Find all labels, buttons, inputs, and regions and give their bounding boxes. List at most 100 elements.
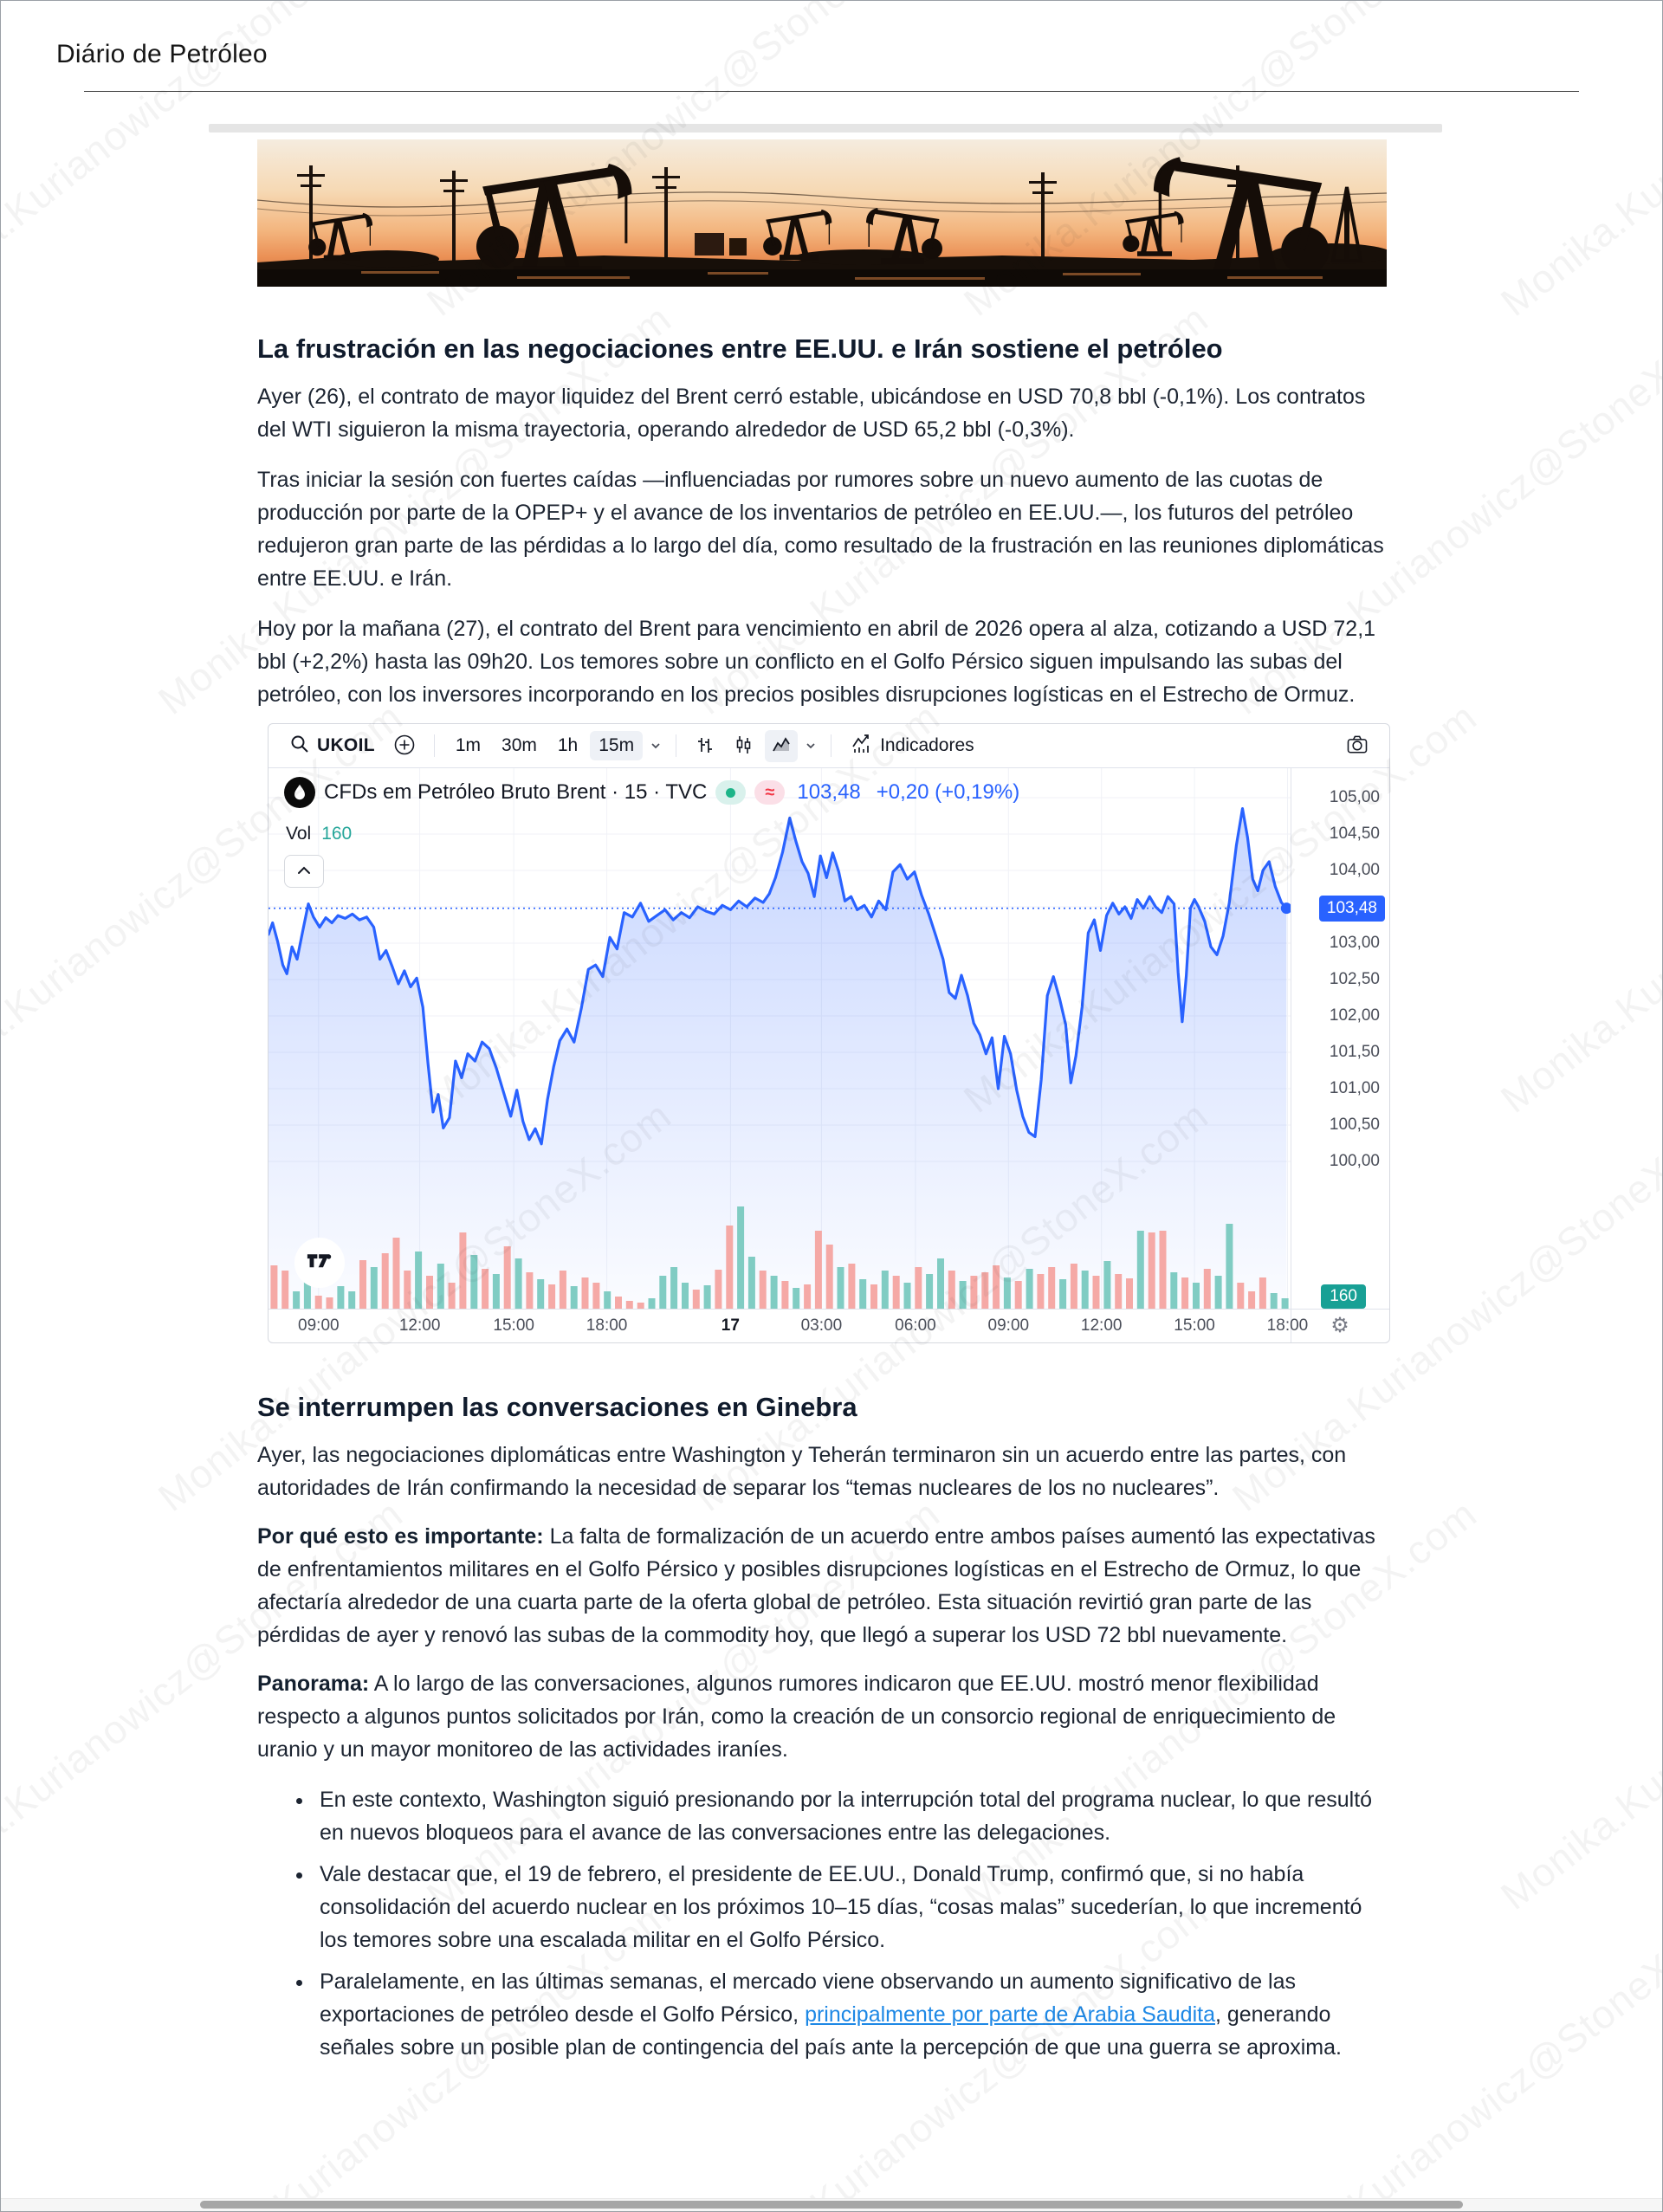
watermark-text: Monika.Kurianowicz@StoneX.com — [1492, 694, 1662, 1122]
price-tick: 100,00 — [1329, 1152, 1380, 1170]
interval-dropdown[interactable] — [650, 740, 662, 752]
volume-value: 160 — [321, 824, 353, 844]
list-item: En este contexto, Washington siguió pres… — [314, 1783, 1394, 1849]
camera-icon — [1345, 733, 1369, 760]
last-price: 103,48 — [797, 780, 861, 804]
chart-legend: CFDs em Petróleo Bruto Brent · 15 · TVC … — [284, 777, 1019, 808]
time-tick: 12:00 — [1080, 1316, 1123, 1335]
article-heading-1: La frustración en las negociaciones entr… — [257, 333, 1223, 364]
time-tick: 15:00 — [1174, 1316, 1215, 1335]
price-axis[interactable]: 103,48 160 105,00 104,50 104,00 103,00 102,5… — [1291, 768, 1388, 1309]
instrument-title[interactable]: CFDs em Petróleo Bruto Brent · 15 · TVC — [324, 780, 708, 804]
time-tick: 12:00 — [398, 1316, 441, 1335]
plus-circle-icon — [393, 734, 416, 759]
watermark-text: Monika.Kurianowicz@StoneX.com — [1492, 1491, 1662, 1918]
scrolled-content-strip — [209, 124, 1442, 133]
symbol-search-button[interactable]: UKOIL — [282, 730, 382, 762]
area-chart-icon — [771, 734, 792, 758]
horizontal-scrollbar[interactable] — [1, 2198, 1662, 2211]
indicators-icon — [851, 733, 873, 760]
paragraph-panorama: Panorama: A lo largo de las conversacion… — [257, 1667, 1394, 1766]
bars-chart-icon — [695, 734, 715, 758]
indicators-label: Indicadores — [880, 735, 974, 755]
article-heading-2: Se interrumpen las conversaciones en Gin… — [257, 1392, 857, 1422]
price-tick: 101,00 — [1329, 1079, 1380, 1097]
paragraph-2: Tras iniciar la sesión con fuertes caída… — [257, 468, 1384, 591]
market-status-badge — [715, 780, 747, 805]
price-tick: 105,00 — [1329, 788, 1380, 806]
scrollbar-thumb[interactable] — [200, 2201, 1463, 2209]
list-item: Vale destacar que, el 19 de febrero, el … — [314, 1858, 1394, 1957]
bullet-3-text: Paralelamente, en las últimas semanas, e… — [320, 1969, 1297, 2027]
panorama-text: A lo largo de las conversaciones, alguno… — [257, 1672, 1336, 1762]
time-tick: 06:00 — [895, 1316, 936, 1335]
last-price-axis-badge: 103,48 — [1318, 895, 1385, 922]
interval-1m-button[interactable]: 1m — [447, 731, 489, 760]
trading-chart-card: UKOIL 1m 30m 1h 15m — [268, 723, 1390, 1343]
chart-toolbar: UKOIL 1m 30m 1h 15m — [269, 724, 1389, 768]
list-item: Paralelamente, en las últimas semanas, e… — [314, 1965, 1394, 2064]
price-tick: 100,50 — [1329, 1116, 1380, 1134]
paragraph-why: Por qué esto es importante: La falta de … — [257, 1520, 1394, 1652]
toolbar-divider — [433, 734, 435, 757]
interval-15m-button[interactable]: 15m — [590, 731, 644, 760]
panorama-label: Panorama: — [257, 1672, 370, 1696]
interval-30m-button[interactable]: 30m — [493, 731, 546, 760]
time-tick: 03:00 — [800, 1316, 843, 1335]
arabia-saudita-link[interactable]: principalmente por parte de Arabia Saudi… — [805, 2002, 1215, 2027]
chevron-up-icon — [296, 865, 312, 878]
candles-style-button[interactable] — [727, 730, 760, 762]
delayed-data-badge: ≈ — [754, 780, 786, 805]
time-axis[interactable]: 09:00 12:00 15:00 18:00 17 03:00 06:00 09:00 12:… — [269, 1309, 1389, 1342]
oilfield-sunset-illustration — [257, 139, 1387, 287]
volume-axis-badge: 160 — [1321, 1284, 1366, 1309]
article-body: La frustración en las negociaciones entr… — [209, 124, 1442, 2064]
time-tick: 18:00 — [1266, 1316, 1309, 1335]
interval-group: 1m 30m 1h 15m — [447, 731, 644, 760]
time-tick: 17 — [721, 1316, 740, 1335]
area-style-button[interactable] — [765, 729, 799, 762]
snapshot-button[interactable] — [1339, 728, 1375, 764]
header-divider — [84, 91, 1579, 92]
price-tick: 104,50 — [1329, 825, 1380, 843]
page-title: Diário de Petróleo — [56, 40, 268, 68]
tradingview-logo[interactable] — [294, 1238, 345, 1288]
interval-1h-button[interactable]: 1h — [549, 731, 586, 760]
volume-legend: Vol 160 — [286, 824, 352, 844]
bullet-1-text: En este contexto, Washington siguió pres… — [320, 1788, 1373, 1845]
green-dot-icon — [726, 787, 736, 798]
candles-chart-icon — [733, 734, 754, 758]
time-tick: 09:00 — [987, 1316, 1030, 1335]
price-tick: 102,00 — [1329, 1006, 1380, 1025]
chart-body: CFDs em Petróleo Bruto Brent · 15 · TVC … — [269, 768, 1389, 1309]
hero-image — [257, 139, 1387, 287]
bullet-list: En este contexto, Washington siguió pres… — [257, 1783, 1394, 2064]
price-tick: 104,00 — [1329, 861, 1380, 879]
instrument-logo-icon — [284, 777, 315, 808]
paragraph-1: Ayer (26), el contrato de mayor liquidez… — [257, 385, 1366, 442]
compare-add-button[interactable] — [387, 729, 422, 763]
chart-plot-area[interactable]: CFDs em Petróleo Bruto Brent · 15 · TVC … — [269, 768, 1291, 1309]
time-tick: 18:00 — [586, 1316, 628, 1335]
why-text: La falta de formalización de un acuerdo … — [257, 1524, 1375, 1647]
why-label: Por qué esto es importante: — [257, 1524, 544, 1549]
time-tick: 15:00 — [493, 1316, 534, 1335]
indicators-button[interactable]: Indicadores — [844, 729, 981, 763]
gear-icon: ⚙ — [1330, 1314, 1349, 1337]
volume-label: Vol — [286, 824, 312, 844]
bullet-2-text: Vale destacar que, el 19 de febrero, el … — [320, 1862, 1362, 1952]
price-change: +0,20 (+0,19%) — [876, 780, 1020, 804]
paragraph-3: Hoy por la mañana (27), el contrato del … — [257, 617, 1376, 707]
bars-style-button[interactable] — [689, 730, 721, 762]
symbol-label: UKOIL — [317, 735, 375, 755]
style-dropdown[interactable] — [805, 740, 817, 752]
axis-settings-corner[interactable]: ⚙ — [1291, 1310, 1388, 1342]
price-tick: 101,50 — [1329, 1043, 1380, 1061]
page-header: Diário de Petróleo — [1, 1, 1662, 92]
paragraph-4: Ayer, las negociaciones diplomáticas ent… — [257, 1443, 1347, 1500]
search-icon — [289, 734, 310, 759]
time-tick: 09:00 — [298, 1316, 340, 1335]
collapse-legend-button[interactable] — [284, 855, 324, 888]
price-tick: 102,50 — [1329, 970, 1380, 988]
toolbar-divider — [831, 734, 832, 757]
